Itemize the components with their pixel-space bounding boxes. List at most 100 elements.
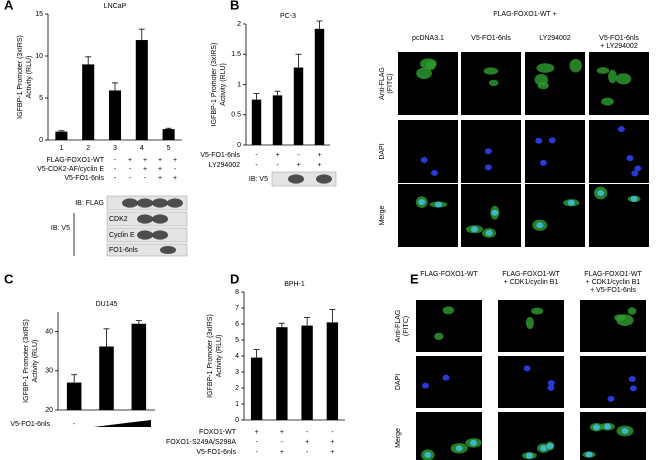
condition-sign: -: [174, 166, 177, 173]
blot-band: [137, 198, 153, 208]
x-tick-label: 4: [140, 145, 144, 152]
cell-green: [442, 306, 455, 315]
column-label: V5-FO1-6nls: [471, 35, 511, 42]
condition-label: V5-FO1-6nls: [64, 175, 104, 182]
column-label: LY294002: [539, 35, 571, 42]
bar: [251, 99, 262, 145]
cell-green: [614, 314, 626, 321]
x-tick-label: 5: [167, 145, 171, 152]
condition-sign: +: [143, 157, 147, 164]
panel-label: D: [230, 271, 239, 286]
blot-band: [167, 198, 183, 208]
column-label: pcDNA3.1: [412, 35, 444, 42]
blot-band: [122, 198, 138, 208]
gradient-wedge: [93, 420, 151, 427]
cell-nucleus: [430, 169, 438, 176]
cell-nucleus: [455, 445, 463, 452]
micrograph: [525, 184, 585, 247]
condition-sign: -: [281, 439, 284, 446]
condition-sign: +: [317, 162, 321, 169]
y-axis-label: Activity (RLU): [32, 340, 39, 383]
cell-green: [434, 332, 444, 341]
y-tick-label: 40: [45, 328, 53, 335]
condition-sign: +: [305, 439, 309, 446]
blot-band: [152, 214, 168, 224]
y-tick-label: 5: [235, 337, 239, 344]
y-tick-label: 30: [45, 368, 53, 375]
blot-label: IB: V5: [249, 176, 268, 183]
cell-nucleus: [592, 424, 600, 431]
y-tick-label: 1: [237, 81, 241, 88]
y-tick-label: 10: [35, 53, 43, 60]
cell-nucleus: [491, 209, 499, 216]
y-axis-label: IGFBP-1 Promoter (3xIRS): [17, 35, 24, 119]
condition-sign: -: [114, 157, 117, 164]
panel-label: C: [4, 271, 14, 286]
cell-green: [488, 79, 499, 87]
cell-nucleus: [567, 199, 575, 206]
condition-sign: +: [255, 429, 259, 436]
cell-nucleus: [626, 155, 634, 162]
micrograph: [580, 300, 646, 352]
y-axis-label: Activity (RLU): [220, 63, 227, 106]
y-axis-label: IGFBP-1 Promoter (3xIRS): [211, 43, 218, 127]
cell-nucleus: [621, 427, 629, 434]
condition-sign: +: [280, 449, 284, 456]
cell-green: [601, 97, 614, 106]
condition-sign: -: [297, 152, 300, 159]
condition-sign: -: [114, 166, 117, 173]
row-label: (FITC): [403, 316, 410, 336]
bar: [55, 131, 68, 140]
blot-band: [137, 214, 153, 224]
blot-label: CDK2: [109, 216, 128, 223]
row-label: Anti-FLAG: [395, 310, 402, 343]
y-tick-label: 4: [235, 353, 239, 360]
blot-label: IB: V5: [51, 225, 70, 232]
cell-nucleus: [525, 452, 533, 459]
bar: [82, 64, 95, 140]
blot-label: IB: FLAG: [75, 200, 104, 207]
condition-sign: -: [255, 162, 258, 169]
blot-band: [288, 174, 304, 184]
chart-title: PC-3: [280, 13, 296, 20]
cell-nucleus: [603, 423, 611, 430]
row-label: DAPI: [395, 374, 402, 390]
y-tick-label: 2: [235, 385, 239, 392]
condition-sign: +: [330, 439, 334, 446]
cell-nucleus: [418, 199, 426, 206]
condition-label: FLAG-FOXO1-WT: [46, 157, 104, 164]
column-label: + V5-FO1-6nls: [590, 287, 636, 294]
condition-label: LY294002: [209, 162, 241, 169]
y-axis-label: IGFBP-1 Promoter (3xIRS): [23, 319, 30, 403]
cell-nucleus: [547, 380, 555, 387]
cell-nucleus: [540, 445, 548, 452]
condition-sign: -: [306, 449, 309, 456]
cell-nucleus: [607, 395, 615, 402]
condition-sign: -: [255, 152, 258, 159]
condition-sign: +: [173, 157, 177, 164]
micrograph: [589, 52, 649, 115]
condition-sign: +: [143, 166, 147, 173]
cell-nucleus: [484, 148, 492, 155]
micrograph: [498, 412, 564, 460]
x-tick-label: 2: [86, 145, 90, 152]
cell-nucleus: [548, 137, 556, 144]
y-tick-label: 1: [235, 401, 239, 408]
cell-nucleus: [597, 189, 605, 196]
condition-sign: -: [255, 449, 258, 456]
bar: [276, 327, 288, 420]
row-label: Merge: [379, 205, 386, 225]
condition-sign: +: [173, 175, 177, 182]
cell-nucleus: [634, 165, 642, 172]
micrograph: [398, 120, 458, 183]
cell-green: [615, 73, 632, 85]
condition-sign: -: [306, 429, 309, 436]
blot-band: [152, 198, 168, 208]
bar: [314, 28, 325, 146]
panel-label: B: [230, 0, 239, 12]
micrograph: [525, 120, 585, 183]
y-tick-label: 15: [35, 11, 43, 18]
cell-green: [483, 67, 499, 75]
cell-nucleus: [469, 439, 477, 446]
